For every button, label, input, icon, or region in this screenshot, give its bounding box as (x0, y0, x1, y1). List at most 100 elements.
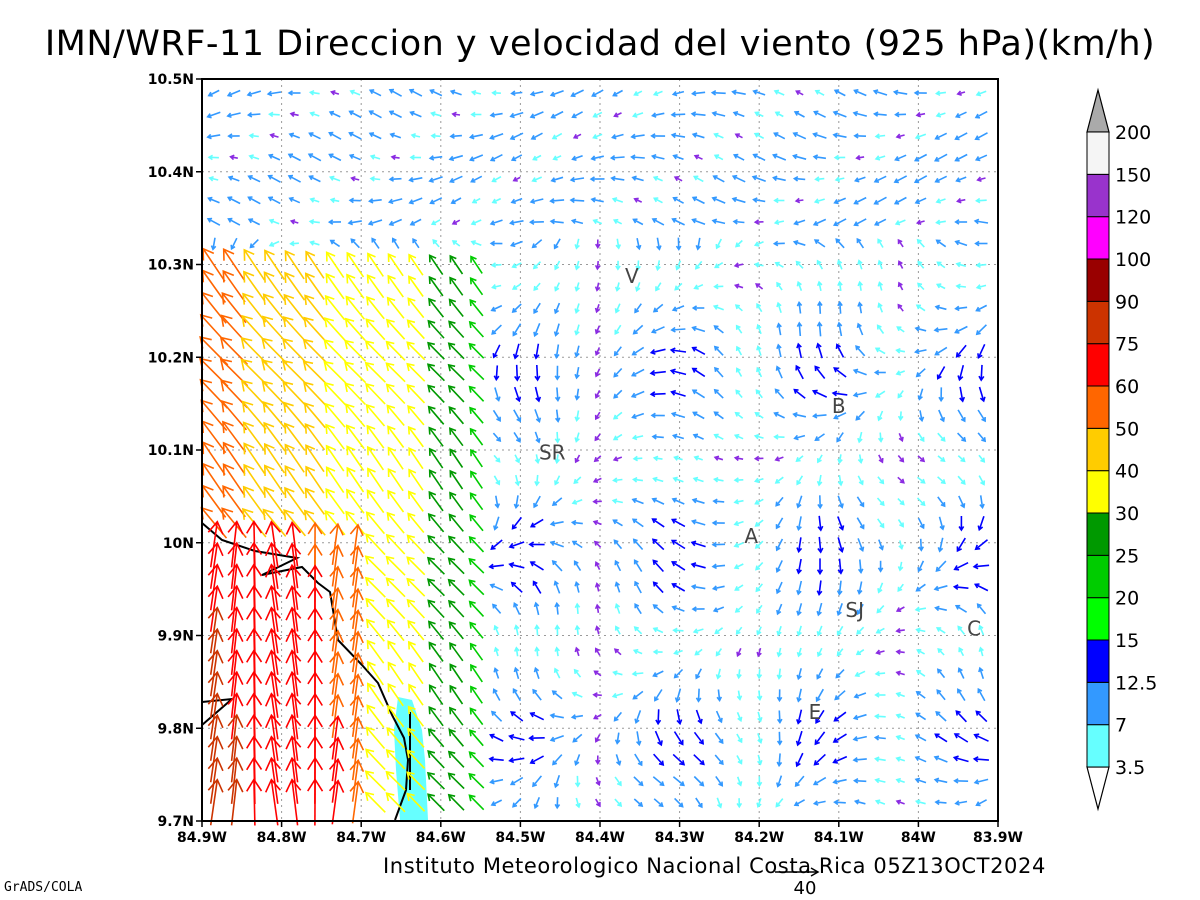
wind-vector (489, 778, 504, 785)
wind-vector (592, 218, 603, 225)
colorbar: 3.5 7 12.5 15 20 25 30 40 50 60 75 90 100 120 150 200 (1086, 87, 1157, 812)
wind-vector (510, 90, 523, 97)
map-title: IMN/WRF-11 Direccion y velocidad del vie… (44, 24, 1156, 64)
wind-vector (350, 176, 360, 182)
wind-vector (614, 602, 621, 614)
wind-vector (533, 797, 541, 810)
wind-vector (649, 391, 666, 398)
wind-vector (836, 625, 844, 636)
wind-vector (202, 247, 226, 282)
wind-vector (449, 89, 462, 96)
wind-vector (385, 362, 406, 383)
wind-vector (853, 692, 867, 699)
colorbar-label: 120 (1115, 207, 1151, 229)
wind-vector (836, 580, 843, 596)
wind-vector (813, 239, 826, 248)
wind-vector (365, 618, 385, 642)
map-footer: Instituto Meteorologico Nacional Costa R… (383, 854, 1046, 878)
wind-vector (856, 322, 864, 336)
wind-vector (675, 260, 682, 271)
wind-vector (592, 498, 602, 505)
wind-vector (470, 255, 483, 274)
wind-vector (243, 463, 266, 496)
wind-vector (447, 363, 465, 381)
wind-vector (837, 474, 844, 487)
wind-vector (736, 776, 743, 787)
wind-vector (593, 540, 602, 548)
wind-vector (753, 132, 765, 140)
wind-vector (227, 649, 244, 697)
wind-vector (207, 735, 224, 783)
wind-vector (268, 218, 280, 225)
wind-vector (207, 670, 224, 718)
wind-vector (264, 713, 282, 761)
wind-vector (428, 176, 443, 183)
wind-vector (514, 474, 521, 487)
wind-vector (551, 497, 563, 507)
wind-vector (650, 412, 665, 419)
wind-vector (468, 751, 485, 768)
wind-vector (796, 709, 803, 725)
wind-vector (816, 474, 823, 487)
wind-vector (509, 219, 524, 226)
wind-vector (346, 445, 365, 471)
wind-vector (325, 272, 345, 300)
wind-vector (953, 561, 969, 571)
x-tick-label: 84.5W (495, 830, 545, 846)
wind-vector (855, 410, 865, 421)
wind-vector (550, 176, 564, 183)
wind-vector (935, 710, 947, 722)
wind-vector (387, 252, 404, 277)
wind-vector (837, 300, 843, 314)
wind-vector (652, 197, 663, 204)
wind-vector (671, 605, 685, 612)
wind-vector (832, 110, 847, 118)
wind-vector (972, 563, 990, 570)
wind-vector (634, 603, 642, 615)
wind-vector (448, 513, 464, 532)
wind-vector (957, 432, 967, 442)
colorbar-swatch (1086, 173, 1110, 218)
wind-vector (612, 411, 623, 420)
wind-vector (329, 672, 345, 717)
wind-vector (895, 799, 905, 805)
wind-vector (691, 389, 706, 399)
colorbar-label: 25 (1115, 545, 1139, 567)
wind-vector (630, 154, 645, 161)
wind-vector (833, 799, 846, 806)
wind-vector (837, 537, 845, 554)
wind-vector (451, 111, 461, 118)
wind-vector (736, 755, 743, 765)
wind-vector (956, 197, 966, 204)
wind-vector (692, 175, 704, 183)
wind-vector (631, 434, 644, 441)
wind-vector (529, 755, 544, 765)
wind-vector (514, 364, 521, 382)
wind-vector (895, 133, 905, 139)
wind-vector (282, 380, 307, 407)
wind-vector (935, 198, 946, 204)
wind-vector (817, 495, 823, 510)
wind-vector (261, 359, 288, 386)
wind-vector (776, 689, 783, 703)
wind-vector (222, 441, 246, 475)
wind-vector (490, 799, 503, 807)
wind-vector (691, 90, 706, 97)
y-tick-label: 10N (163, 536, 194, 552)
wind-vector (469, 729, 484, 747)
wind-vector (674, 797, 684, 808)
wind-vector (449, 663, 464, 683)
wind-vector (551, 560, 563, 572)
wind-vector (833, 412, 847, 420)
wind-vector (468, 794, 485, 811)
wind-vector (428, 469, 444, 491)
wind-vector (468, 133, 483, 140)
wind-vector (670, 518, 686, 528)
wind-vector (795, 455, 804, 463)
wind-vector (670, 111, 686, 118)
wind-vector (264, 778, 282, 826)
wind-vector (756, 647, 762, 658)
wind-vector (918, 538, 924, 552)
wind-vector (796, 475, 804, 486)
wind-vector (534, 624, 540, 636)
